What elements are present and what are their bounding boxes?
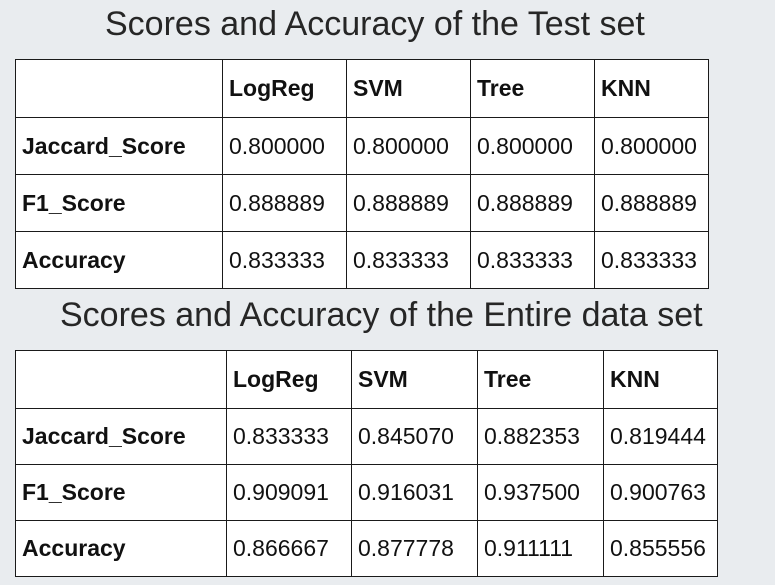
table-cell: 0.888889: [346, 174, 471, 232]
column-header-knn: KNN: [594, 59, 709, 118]
entire-set-title: Scores and Accuracy of the Entire data s…: [60, 296, 703, 334]
table-cell: 0.800000: [222, 117, 347, 175]
table-cell: 0.882353: [477, 408, 604, 465]
column-header-svm: SVM: [346, 59, 471, 118]
table-cell: 0.800000: [594, 117, 709, 175]
row-label-f1-score: F1_Score: [15, 464, 227, 521]
table-cell: 0.888889: [470, 174, 595, 232]
table-header-row: LogReg SVM Tree KNN: [15, 350, 718, 409]
column-header-logreg: LogReg: [222, 59, 347, 118]
row-label-accuracy: Accuracy: [15, 520, 227, 577]
table-cell: 0.833333: [226, 408, 352, 465]
table-cell: 0.800000: [470, 117, 595, 175]
table-cell: 0.888889: [222, 174, 347, 232]
table-cell: 0.916031: [351, 464, 478, 521]
table-cell: 0.819444: [603, 408, 718, 465]
table-cell: 0.877778: [351, 520, 478, 577]
table-row: F1_Score 0.909091 0.916031 0.937500 0.90…: [15, 464, 718, 521]
row-label-accuracy: Accuracy: [15, 231, 223, 289]
table-cell: 0.800000: [346, 117, 471, 175]
column-header-logreg: LogReg: [226, 350, 352, 409]
column-header-svm: SVM: [351, 350, 478, 409]
table-cell: 0.833333: [470, 231, 595, 289]
table-row: Jaccard_Score 0.800000 0.800000 0.800000…: [15, 117, 709, 175]
row-label-f1-score: F1_Score: [15, 174, 223, 232]
row-label-jaccard-score: Jaccard_Score: [15, 117, 223, 175]
table-cell: 0.866667: [226, 520, 352, 577]
table-row: F1_Score 0.888889 0.888889 0.888889 0.88…: [15, 174, 709, 232]
table-header-row: LogReg SVM Tree KNN: [15, 59, 709, 118]
column-header-knn: KNN: [603, 350, 718, 409]
table-row: Accuracy 0.866667 0.877778 0.911111 0.85…: [15, 520, 718, 577]
table-cell: 0.911111: [477, 520, 604, 577]
column-header-tree: Tree: [477, 350, 604, 409]
table-cell: 0.900763: [603, 464, 718, 521]
corner-header-cell: [15, 59, 223, 118]
table-cell: 0.833333: [222, 231, 347, 289]
table-row: Accuracy 0.833333 0.833333 0.833333 0.83…: [15, 231, 709, 289]
corner-header-cell: [15, 350, 227, 409]
table-cell: 0.845070: [351, 408, 478, 465]
table-cell: 0.833333: [346, 231, 471, 289]
table-cell: 0.937500: [477, 464, 604, 521]
row-label-jaccard-score: Jaccard_Score: [15, 408, 227, 465]
test-set-table: LogReg SVM Tree KNN Jaccard_Score 0.8000…: [15, 59, 709, 289]
table-cell: 0.909091: [226, 464, 352, 521]
entire-set-table: LogReg SVM Tree KNN Jaccard_Score 0.8333…: [15, 350, 718, 577]
table-row: Jaccard_Score 0.833333 0.845070 0.882353…: [15, 408, 718, 465]
column-header-tree: Tree: [470, 59, 595, 118]
table-cell: 0.888889: [594, 174, 709, 232]
table-cell: 0.833333: [594, 231, 709, 289]
test-set-title: Scores and Accuracy of the Test set: [105, 5, 645, 43]
table-cell: 0.855556: [603, 520, 718, 577]
